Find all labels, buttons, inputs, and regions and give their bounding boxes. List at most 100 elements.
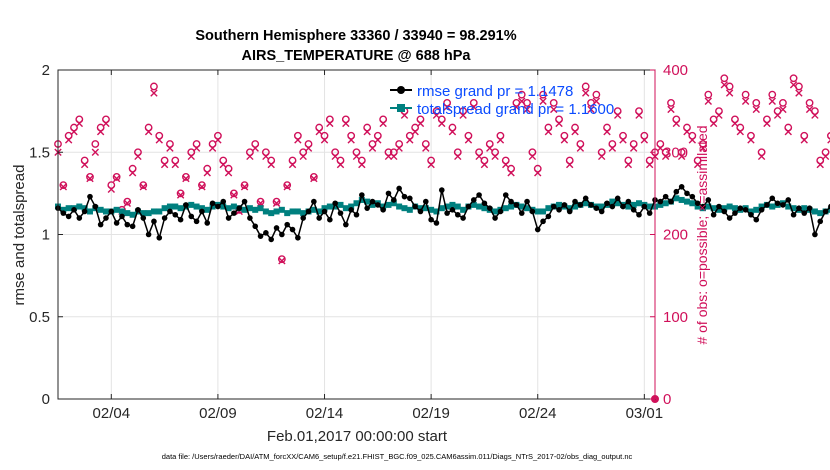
rmse-point [177,216,184,223]
totalspread-point [566,205,573,212]
legend: rmse grand pr = 1.1478 totalspread grand… [390,83,614,118]
obs-assimilated-point [800,136,808,144]
obs-assimilated-point [518,97,526,105]
totalspread-point [801,205,808,212]
obs-assimilated-stroke [91,148,100,156]
totalspread-point [145,210,152,217]
rmse-point [806,205,813,211]
rmse-point [577,202,584,208]
y-right-tick-label: 400 [663,62,688,79]
totalspread-point [220,203,227,210]
totalspread-point [508,203,515,210]
obs-possible-point [805,99,814,107]
rmse-point [694,200,701,207]
rmse-point [172,211,179,218]
obs-possible-point [272,197,281,206]
obs-assimilated-point [613,111,622,119]
obs-assimilated-stroke [827,136,830,141]
obs-assimilated-point [640,136,649,144]
obs-possible-point [139,181,148,190]
rmse-point [620,203,626,210]
rmse-point [465,203,472,210]
obs-assimilated-point [688,136,697,144]
rmse-point [343,221,349,228]
obs-assimilated-point [283,183,291,191]
obs-assimilated-point [560,136,569,144]
totalspread-point [252,206,259,213]
rmse-point [700,203,706,210]
obs-assimilated-stroke [704,97,712,105]
totalspread-point [268,210,275,217]
legend-totalspread-label: totalspread grand pr = 1.1600 [417,101,614,118]
obs-assimilated-stroke [59,183,68,191]
obs-assimilated-stroke [390,152,398,161]
obs-assimilated-point [470,103,478,111]
obs-assimilated-stroke [395,144,403,152]
obs-assimilated-stroke [502,160,510,169]
totalspread-point [406,206,413,213]
obs-assimilated-stroke [171,160,179,169]
obs-possible-point [517,90,526,99]
obs-assimilated-point [773,111,782,119]
rmse-point [428,216,434,223]
rmse-point [140,215,147,221]
obs-assimilated-stroke [656,144,665,152]
obs-assimilated-point [486,144,494,152]
obs-assimilated-point [171,160,179,169]
obs-assimilated-point [230,191,238,199]
obs-assimilated-point [416,119,425,128]
obs-assimilated-stroke [176,191,185,199]
obs-assimilated-point [139,183,147,191]
obs-assimilated-stroke [608,144,617,152]
rmse-point [444,210,450,216]
totalspread-point [332,203,339,210]
obs-assimilated-stroke [491,152,499,161]
obs-assimilated-stroke [123,199,131,207]
obs-assimilated-point [203,169,211,177]
obs-assimilated-point [75,119,84,128]
series-layer [54,74,830,403]
obs-possible-point [768,90,777,99]
obs-assimilated-stroke [699,144,707,152]
rmse-point [529,208,536,215]
obs-possible-point [112,173,121,181]
obs-assimilated-point [214,136,222,144]
obs-assimilated-stroke [224,169,233,177]
legend-rmse-marker [397,86,405,94]
totalspread-point [246,205,253,212]
obs-assimilated-point [768,97,776,105]
totalspread-point [731,205,738,212]
obs-assimilated-point [779,105,787,114]
rmse-point [481,200,488,207]
obs-assimilated-stroke [757,152,766,161]
obs-assimilated-stroke [667,105,675,114]
totalspread-point [444,203,451,210]
rmse-point [348,207,354,213]
legend-totalspread-marker [397,104,405,112]
x-tick-label: 02/04 [93,405,131,422]
obs-assimilated-stroke [784,127,792,136]
obs-assimilated-point [683,127,691,136]
rmse-point [161,215,168,221]
obs-assimilated-stroke [75,119,84,128]
obs-assimilated-point [96,127,105,136]
rmse-point [646,210,653,216]
obs-assimilated-point [821,152,830,161]
totalspread-point [492,208,499,215]
obs-assimilated-stroke [571,127,579,136]
rmse-point [391,197,397,203]
rmse-point [625,198,632,205]
y-tick-label: 1.5 [29,144,50,161]
obs-assimilated-point [336,160,345,169]
obs-assimilated-point [720,81,728,89]
totalspread-point [646,203,653,210]
obs-assimilated-point [725,89,734,97]
obs-assimilated-stroke [475,152,483,161]
obs-assimilated-stroke [661,152,670,161]
obs-assimilated-stroke [96,127,105,136]
obs-assimilated-point [64,136,73,144]
obs-assimilated-stroke [443,103,451,111]
obs-assimilated-point [731,119,739,128]
rmse-point [108,208,115,215]
rmse-point [790,211,797,218]
